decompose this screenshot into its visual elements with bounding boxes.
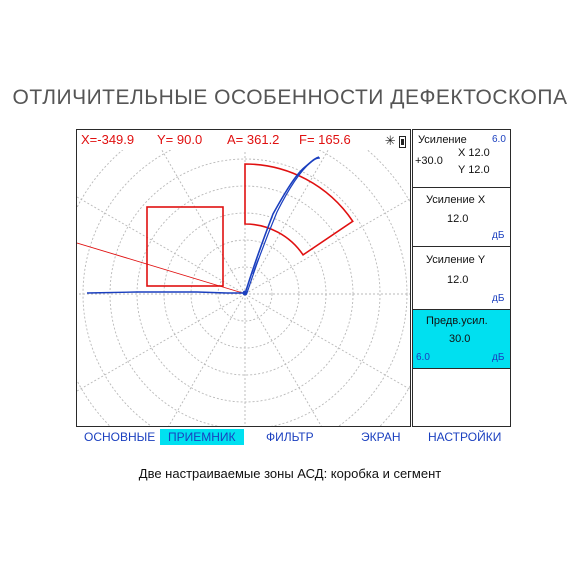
flaw-detector-device: X=-349.9 Y= 90.0 A= 361.2 F= 165.6 ✳ — [76, 129, 511, 429]
grid-ring — [77, 150, 410, 426]
menu-item-screen[interactable]: ЭКРАН — [361, 430, 401, 444]
gain-y-unit: дБ — [492, 293, 505, 304]
gain-block[interactable]: Усиление 6.0 +30.0 X 12.0 Y 12.0 — [412, 129, 511, 188]
settings-panel: Усиление 6.0 +30.0 X 12.0 Y 12.0 Усилени… — [412, 129, 511, 427]
grid-ring — [109, 158, 381, 426]
grid-ring — [217, 266, 273, 322]
menu-item-receiver[interactable]: ПРИЕМНИК — [160, 429, 244, 445]
gain-value: +30.0 — [415, 155, 443, 167]
gain-y-title: Усиление Y — [426, 254, 486, 266]
pre-gain-title: Предв.усил. — [426, 315, 488, 327]
pre-gain-unit: дБ — [492, 352, 505, 363]
x-readout: X=-349.9 — [81, 132, 135, 147]
readout-bar: X=-349.9 Y= 90.0 A= 361.2 F= 165.6 ✳ — [77, 130, 410, 150]
polar-grid-plot[interactable] — [77, 150, 410, 426]
signal-trace — [86, 156, 321, 296]
gain-y-block[interactable]: Усиление Y 12.0 дБ — [412, 246, 511, 310]
menu-item-settings[interactable]: НАСТРОЙКИ — [428, 430, 502, 444]
gain-step: 6.0 — [492, 134, 506, 145]
grid-spoke — [244, 150, 329, 295]
gain-x-block-value: 12.0 — [447, 213, 469, 225]
menu-item-basic[interactable]: ОСНОВНЫЕ — [84, 430, 156, 444]
grid-spoke — [244, 293, 410, 390]
grid-spoke — [161, 150, 246, 295]
battery-icon — [399, 136, 406, 148]
menu-item-filter[interactable]: ФИЛЬТР — [266, 430, 314, 444]
gate-zones — [77, 163, 354, 295]
pre-gain-block[interactable]: Предв.усил. 30.0 6.0 дБ — [412, 309, 511, 369]
gain-x-value: X 12.0 — [458, 147, 490, 159]
gain-y-value: Y 12.0 — [458, 164, 490, 176]
page-heading: ОТЛИЧИТЕЛЬНЫЕ ОСОБЕННОСТИ ДЕФЕКТОСКОПА — [12, 86, 568, 109]
grid-spoke — [244, 293, 322, 426]
gain-x-title: Усиление X — [426, 194, 486, 206]
gain-title: Усиление — [418, 134, 467, 146]
pre-gain-step: 6.0 — [416, 352, 430, 363]
y-readout: Y= 90.0 — [157, 132, 203, 147]
grid-spoke — [77, 196, 246, 295]
gain-x-block[interactable]: Усиление X 12.0 дБ — [412, 187, 511, 247]
impedance-plane-screen: X=-349.9 Y= 90.0 A= 361.2 F= 165.6 ✳ — [76, 129, 411, 427]
pre-gain-value: 30.0 — [449, 333, 471, 345]
gain-y-block-value: 12.0 — [447, 274, 469, 286]
polar-grid — [77, 150, 410, 426]
grid-spoke — [168, 293, 246, 426]
empty-panel-block — [412, 368, 511, 427]
segment-gate — [244, 163, 354, 256]
status-icons: ✳ — [385, 133, 406, 149]
box-gate — [146, 206, 224, 287]
sun-icon: ✳ — [384, 133, 396, 148]
amplitude-readout: A= 361.2 — [227, 132, 280, 147]
caption: Две настраиваемые зоны АСД: коробка и се… — [138, 466, 442, 481]
grid-spoke — [244, 198, 410, 295]
grid-spoke — [77, 293, 246, 392]
bottom-menu: ОСНОВНЫЕ ПРИЕМНИК ФИЛЬТР ЭКРАН НАСТРОЙКИ — [0, 428, 580, 448]
phase-reference-line — [77, 242, 247, 295]
frequency-readout: F= 165.6 — [299, 132, 351, 147]
gain-x-unit: дБ — [492, 230, 505, 241]
